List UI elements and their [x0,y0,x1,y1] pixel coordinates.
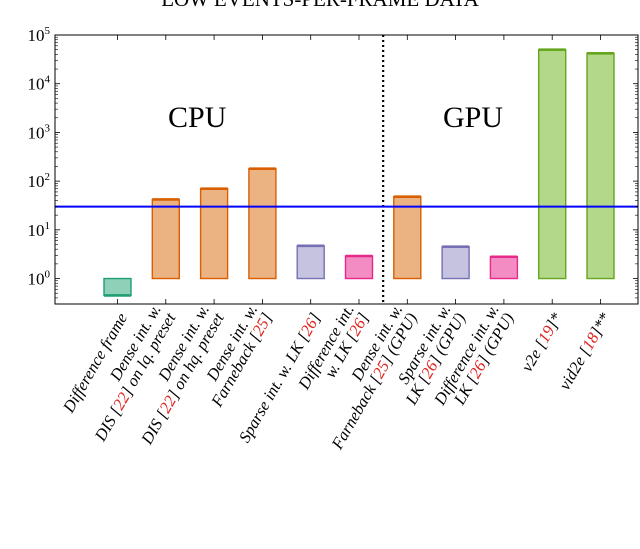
bar [199,187,229,280]
bar [538,48,567,280]
bar [441,246,470,280]
y-tick-label: 103 [28,122,51,142]
bar [248,167,277,280]
bar [586,52,615,280]
bar [344,255,374,280]
y-tick-label: 105 [28,25,51,45]
bar [151,198,181,280]
bar [296,245,325,280]
y-tick-label: 101 [28,220,51,240]
y-tick-label: 102 [28,171,51,191]
bar [393,195,422,280]
y-tick-label: 100 [28,269,51,289]
x-tick-label: v2e [19]* [517,309,566,375]
plot-frame [54,34,639,305]
bar [489,256,519,280]
y-tick-label: 104 [28,74,51,94]
group-label-gpu: GPU [443,101,503,134]
chart-title: LOW EVENTS-PER-FRAME DATA [0,0,640,12]
group-label-cpu: CPU [168,101,227,134]
bar [103,277,132,297]
